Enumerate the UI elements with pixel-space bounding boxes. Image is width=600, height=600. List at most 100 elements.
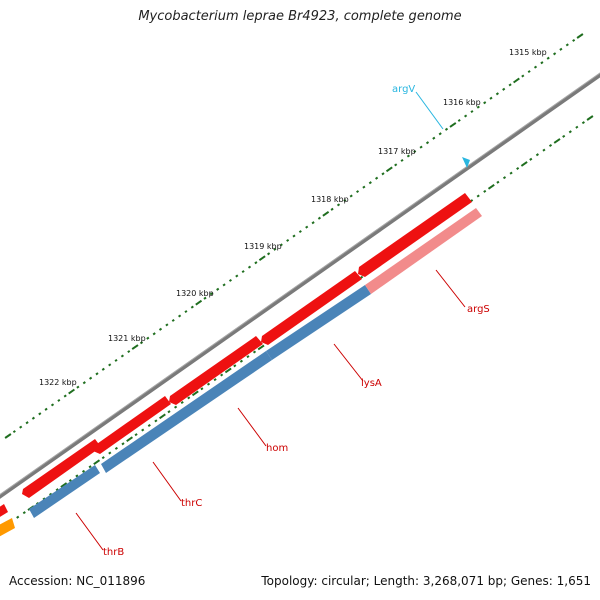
ruler-minor-tick (336, 203, 341, 207)
gene-label-hom[interactable]: hom (266, 443, 288, 454)
ruler-minor-tick (470, 110, 474, 114)
cds-arrow[interactable] (93, 396, 171, 454)
gene-bar[interactable] (266, 285, 371, 360)
ruler-major-tick (126, 436, 133, 443)
ruler-minor-tick (134, 433, 138, 437)
ruler-minor-tick (362, 185, 366, 189)
gene-label-args[interactable]: argS (467, 304, 490, 315)
ruler-minor-tick (228, 278, 232, 282)
ruler-minor-tick (432, 136, 436, 140)
ruler-minor-tick (180, 400, 184, 405)
cds-arrow[interactable] (358, 193, 472, 277)
ruler-minor-tick (139, 341, 144, 345)
ruler-minor-tick (216, 287, 220, 291)
ruler-minor-tick (496, 180, 500, 184)
ruler-major-tick (487, 183, 495, 190)
ruler-minor-tick (381, 172, 385, 176)
gene-bar-args[interactable] (365, 208, 482, 294)
ruler-minor-tick (174, 405, 178, 409)
ruler-minor-tick (246, 355, 250, 359)
ruler-minor-tick (203, 296, 207, 300)
ruler-minor-tick (114, 446, 118, 450)
map-title: Mycobacterium leprae Br4923, complete ge… (138, 9, 462, 24)
ruler-minor-tick (165, 323, 169, 327)
ruler-minor-tick (55, 488, 59, 492)
ruler-minor-tick (190, 305, 194, 309)
ruler-minor-tick (12, 430, 16, 434)
ruler-minor-tick (82, 381, 86, 385)
ruler-minor-tick (187, 396, 191, 400)
gene-label-thrc[interactable]: thrC (181, 498, 202, 509)
ruler-label: 1317 kbp (378, 147, 416, 156)
gene-arrow-argv[interactable] (462, 157, 470, 168)
ruler-major-tick (385, 166, 393, 173)
ruler-minor-tick (368, 181, 372, 185)
ruler-minor-tick (167, 410, 171, 414)
ruler-minor-tick (527, 70, 531, 74)
ruler-minor-tick (343, 198, 347, 202)
gene-label-thrb[interactable]: thrB (103, 547, 124, 558)
ruler-minor-tick (502, 87, 506, 91)
ruler-minor-tick (464, 114, 468, 118)
ruler-major-tick (93, 459, 101, 466)
ruler-minor-tick (76, 385, 80, 389)
ruler-major-tick (159, 413, 166, 420)
ruler-minor-tick (311, 221, 315, 225)
ruler-minor-tick (101, 456, 105, 460)
ruler-minor-tick (400, 158, 404, 162)
cds-arrow[interactable] (169, 336, 263, 405)
ruler-minor-tick (495, 92, 499, 96)
ruler-minor-tick (81, 469, 86, 473)
outer-ruler (4, 33, 584, 439)
ruler-minor-tick (394, 163, 398, 167)
ruler-label: 1321 kbp (108, 334, 146, 343)
ruler-minor-tick (44, 407, 48, 411)
ruler-major-tick (257, 344, 265, 351)
ruler-major-tick (322, 210, 330, 217)
feature-orange-partial[interactable] (0, 518, 15, 539)
cds-arrow[interactable] (261, 271, 362, 345)
cds-arrow[interactable] (22, 439, 101, 498)
ruler-label: 1319 kbp (244, 242, 282, 251)
ruler-minor-tick (559, 47, 563, 51)
ruler-minor-tick (575, 125, 579, 129)
ruler-major-tick (191, 390, 199, 397)
cds-arrow-partial[interactable] (0, 504, 8, 520)
ruler-minor-tick (213, 378, 217, 382)
ruler-minor-tick (184, 310, 188, 314)
ruler-minor-tick (375, 176, 379, 180)
ruler-minor-tick (241, 270, 245, 274)
ruler-label: 1322 kbp (39, 378, 77, 387)
ruler-minor-tick (273, 247, 277, 251)
genome-backbone (0, 72, 600, 499)
ruler-minor-tick (508, 83, 512, 87)
ruler-minor-tick (239, 359, 243, 363)
ruler-major-tick (195, 299, 203, 306)
ruler-minor-tick (101, 367, 105, 371)
ruler-major-tick (576, 33, 584, 39)
ruler-minor-tick (68, 478, 72, 483)
ruler-minor-tick (483, 189, 487, 193)
ruler-minor-tick (317, 216, 321, 220)
ruler-minor-tick (95, 372, 99, 376)
ruler-minor-tick (330, 207, 334, 211)
ruler-minor-tick (476, 105, 480, 109)
ruler-minor-tick (419, 145, 423, 149)
gene-label-argv[interactable]: argV (392, 84, 415, 95)
ruler-minor-tick (568, 130, 572, 134)
ruler-minor-tick (413, 150, 417, 154)
gene-bar[interactable] (29, 465, 100, 518)
ruler-minor-tick (209, 292, 213, 296)
gene-bar[interactable] (101, 351, 272, 473)
ruler-minor-tick (120, 354, 124, 358)
ruler-label: 1316 kbp (443, 98, 481, 107)
gene-label-lysa[interactable]: lysA (361, 378, 382, 389)
ruler-major-tick (449, 122, 457, 128)
ruler-minor-tick (235, 274, 239, 278)
ruler-minor-tick (546, 56, 550, 60)
ruler-minor-tick (108, 363, 112, 367)
ruler-minor-tick (50, 403, 55, 407)
ruler-minor-tick (57, 398, 61, 402)
ruler-major-tick (520, 161, 528, 167)
